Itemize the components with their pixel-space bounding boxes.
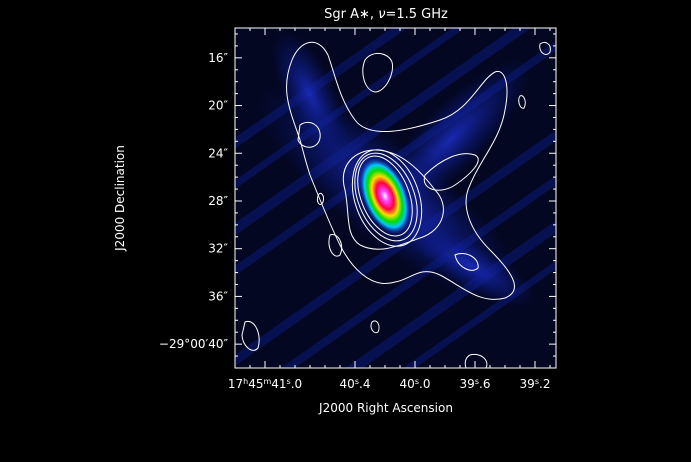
x-tick-label: 40s.0 [400,377,431,392]
y-tick-label: 32″ [208,242,228,256]
tick-labels: 17h45m41s.0 40s.4 40s.0 39s.6 39s.2 16″ 20″ 24″… [159,51,551,391]
y-tick-label: 36″ [208,289,228,303]
x-tick-label: 17h45m41s.0 [228,377,302,392]
x-axis-label: J2000 Right Ascension [318,401,453,415]
x-tick-label: 39s.6 [460,377,491,392]
y-axis-label: J2000 Declination [113,145,127,252]
map-image [235,28,556,368]
y-tick-label: 20″ [208,99,228,113]
tick-marks [235,28,556,369]
x-tick-label: 39s.2 [520,377,551,392]
plot-frame [234,27,557,369]
y-tick-label: −29°00′40″ [159,337,229,351]
y-tick-label: 28″ [208,194,228,208]
contour-lines [241,41,551,368]
chart-title: Sgr A∗, ν=1.5 GHz [324,7,448,22]
x-tick-label: 40s.4 [340,377,371,392]
y-tick-label: 16″ [208,51,228,65]
y-tick-label: 24″ [208,146,228,160]
source-core [359,158,411,234]
